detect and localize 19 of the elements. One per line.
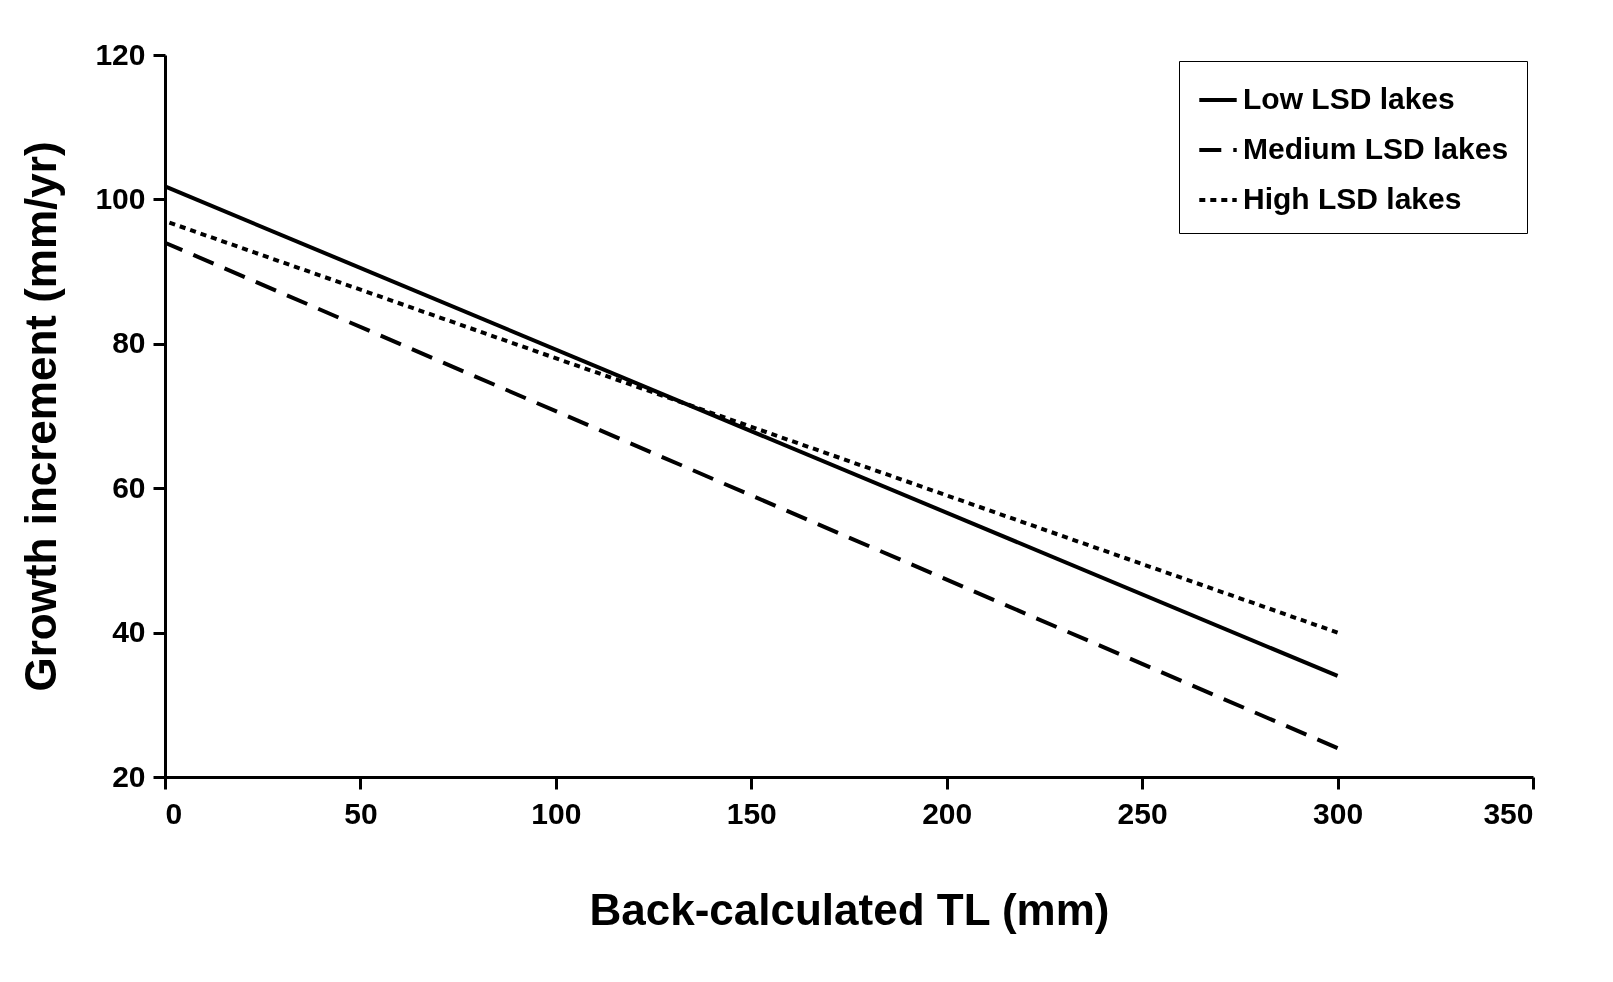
y-tick-label: 60 (112, 470, 146, 504)
legend-label: Low LSD lakes (1243, 82, 1455, 115)
x-tick-label: 50 (344, 796, 378, 830)
x-tick-label: 0 (165, 796, 183, 830)
y-tick-label: 20 (112, 759, 146, 793)
x-axis-title: Back-calculated TL (mm) (589, 884, 1110, 934)
legend-label: Medium LSD lakes (1243, 132, 1509, 165)
y-tick-label: 100 (95, 181, 146, 215)
x-tick-label: 100 (531, 796, 582, 830)
y-tick-label: 80 (112, 326, 146, 360)
x-tick-label: 300 (1313, 796, 1364, 830)
legend-label: High LSD lakes (1243, 182, 1462, 215)
x-tick-label: 150 (726, 796, 777, 830)
y-axis-title: Growth increment (mm/yr) (16, 141, 66, 692)
x-tick-label: 200 (922, 796, 973, 830)
y-tick-label: 40 (112, 615, 146, 649)
y-tick-label: 120 (95, 37, 146, 71)
x-tick-label: 250 (1117, 796, 1168, 830)
x-tick-label: 350 (1483, 796, 1534, 830)
